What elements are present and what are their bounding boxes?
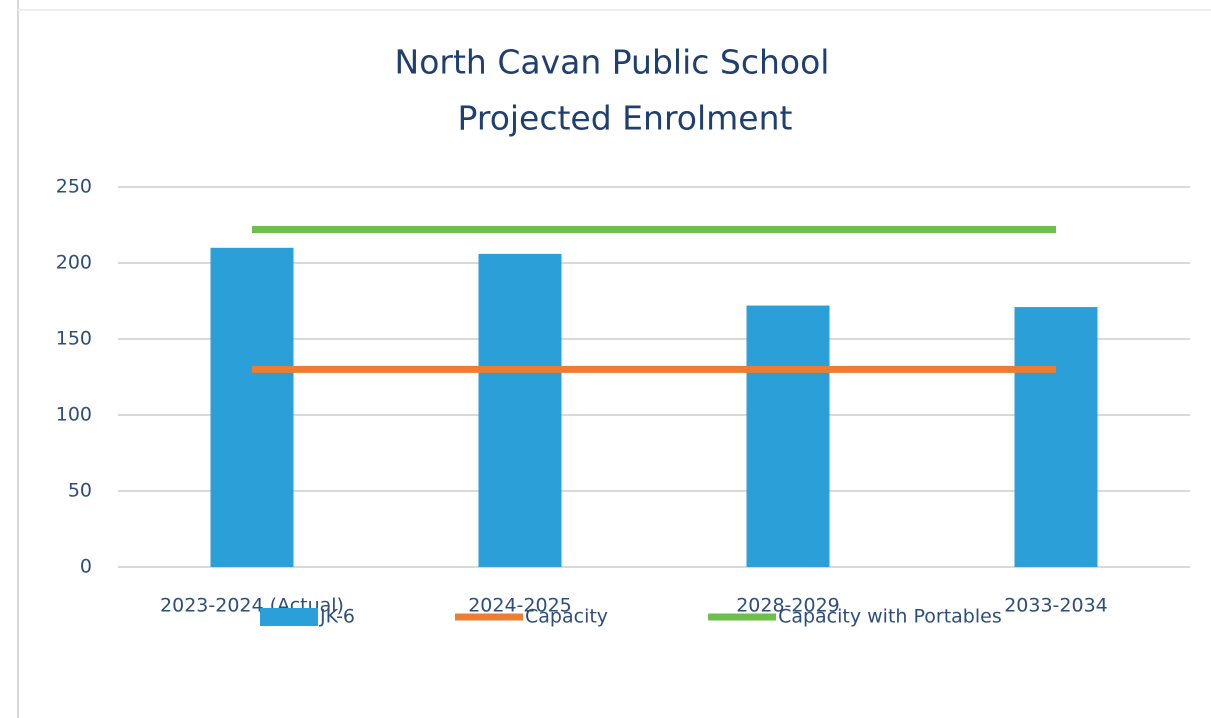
- legend-swatch: [260, 608, 318, 626]
- y-tick-label: 50: [68, 480, 92, 502]
- legend-label: JK-6: [319, 606, 355, 628]
- y-tick-label: 200: [56, 252, 92, 274]
- x-tick-label: 2033-2034: [1004, 595, 1108, 617]
- chart-title: Projected Enrolment: [458, 99, 793, 138]
- bar: [746, 305, 830, 567]
- chart-title: North Cavan Public School: [395, 43, 830, 82]
- y-tick-label: 250: [56, 176, 92, 198]
- y-tick-label: 100: [56, 404, 92, 426]
- bar: [478, 253, 562, 567]
- x-tick-label: 2024-2025: [468, 595, 572, 617]
- y-tick-label: 150: [56, 328, 92, 350]
- legend-label: Capacity: [525, 606, 608, 628]
- x-tick-label: 2028-2029: [736, 595, 840, 617]
- bar: [210, 247, 294, 568]
- legend-label: Capacity with Portables: [778, 606, 1002, 628]
- y-tick-label: 0: [80, 556, 92, 578]
- bar: [1014, 307, 1098, 567]
